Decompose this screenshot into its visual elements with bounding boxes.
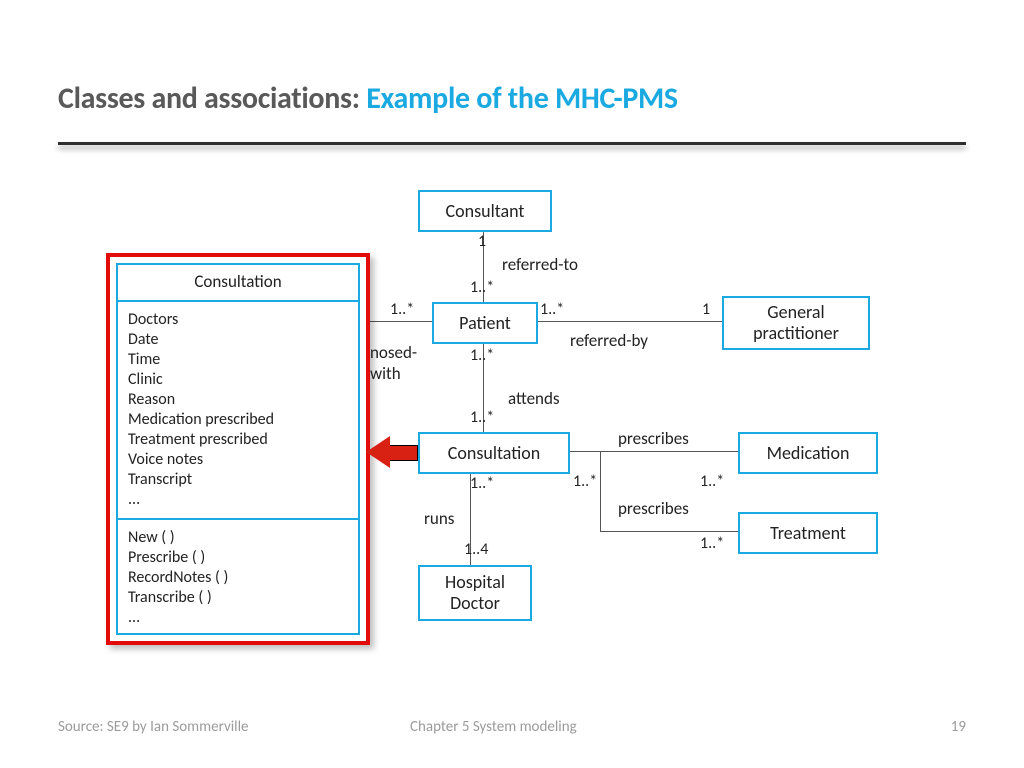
footer-chapter: Chapter 5 System modeling bbox=[410, 718, 577, 736]
slide: Classes and associations: Example of the… bbox=[0, 0, 1024, 768]
class-consultation: Consultation bbox=[418, 432, 570, 474]
mult: 1..* bbox=[470, 474, 494, 493]
attribute-item: Treatment prescribed bbox=[128, 430, 348, 450]
operation-item: ... bbox=[128, 608, 348, 628]
class-treatment: Treatment bbox=[738, 512, 878, 554]
attribute-item: Date bbox=[128, 330, 348, 350]
label-runs: runs bbox=[424, 508, 454, 529]
footer-source: Source: SE9 by Ian Sommerville bbox=[58, 718, 249, 736]
operation-item: Transcribe ( ) bbox=[128, 588, 348, 608]
label-prescribes-2: prescribes bbox=[618, 498, 689, 519]
class-consultant: Consultant bbox=[418, 190, 552, 232]
mult: 1..* bbox=[700, 472, 724, 491]
highlight-arrow-icon bbox=[366, 436, 416, 468]
mult: 1..* bbox=[700, 534, 724, 553]
mult: 1..* bbox=[390, 300, 414, 319]
mult: 1..* bbox=[470, 346, 494, 365]
label-attends: attends bbox=[508, 388, 560, 409]
edge-consultation-medication bbox=[566, 451, 738, 452]
mult: 1 bbox=[702, 300, 710, 319]
mult: 1 bbox=[478, 232, 486, 251]
detail-class-name: Consultation bbox=[118, 265, 358, 300]
operation-item: New ( ) bbox=[128, 528, 348, 548]
attribute-item: Reason bbox=[128, 390, 348, 410]
attribute-item: Time bbox=[128, 350, 348, 370]
footer-page: 19 bbox=[951, 718, 966, 736]
class-gp: General practitioner bbox=[722, 296, 870, 350]
attribute-item: Doctors bbox=[128, 310, 348, 330]
detail-attributes: DoctorsDateTimeClinicReasonMedication pr… bbox=[118, 302, 358, 518]
attribute-item: ... bbox=[128, 490, 348, 510]
mult: 1..* bbox=[573, 472, 597, 491]
operation-item: RecordNotes ( ) bbox=[128, 568, 348, 588]
label-referred-to: referred-to bbox=[502, 254, 578, 275]
edge-consultation-treatment-h bbox=[600, 531, 738, 532]
class-hospital-doctor: Hospital Doctor bbox=[418, 565, 532, 621]
attribute-item: Clinic bbox=[128, 370, 348, 390]
class-medication: Medication bbox=[738, 432, 878, 474]
label-diagnosed-with: nosed- with bbox=[370, 342, 417, 384]
mult: 1..4 bbox=[464, 540, 488, 559]
attribute-item: Transcript bbox=[128, 470, 348, 490]
mult: 1..* bbox=[470, 408, 494, 427]
class-consultation-detail: Consultation DoctorsDateTimeClinicReason… bbox=[106, 253, 370, 645]
uml-diagram: Consultant Patient General practitioner … bbox=[0, 0, 1024, 768]
attribute-item: Voice notes bbox=[128, 450, 348, 470]
class-patient: Patient bbox=[432, 302, 538, 344]
label-referred-by: referred-by bbox=[570, 330, 648, 351]
detail-operations: New ( )Prescribe ( )RecordNotes ( )Trans… bbox=[118, 520, 358, 636]
edge-consultation-treatment-v bbox=[600, 451, 601, 531]
operation-item: Prescribe ( ) bbox=[128, 548, 348, 568]
mult: 1..* bbox=[470, 278, 494, 297]
label-prescribes-1: prescribes bbox=[618, 428, 689, 449]
mult: 1..* bbox=[540, 300, 564, 319]
attribute-item: Medication prescribed bbox=[128, 410, 348, 430]
edge-patient-gp bbox=[534, 321, 722, 322]
